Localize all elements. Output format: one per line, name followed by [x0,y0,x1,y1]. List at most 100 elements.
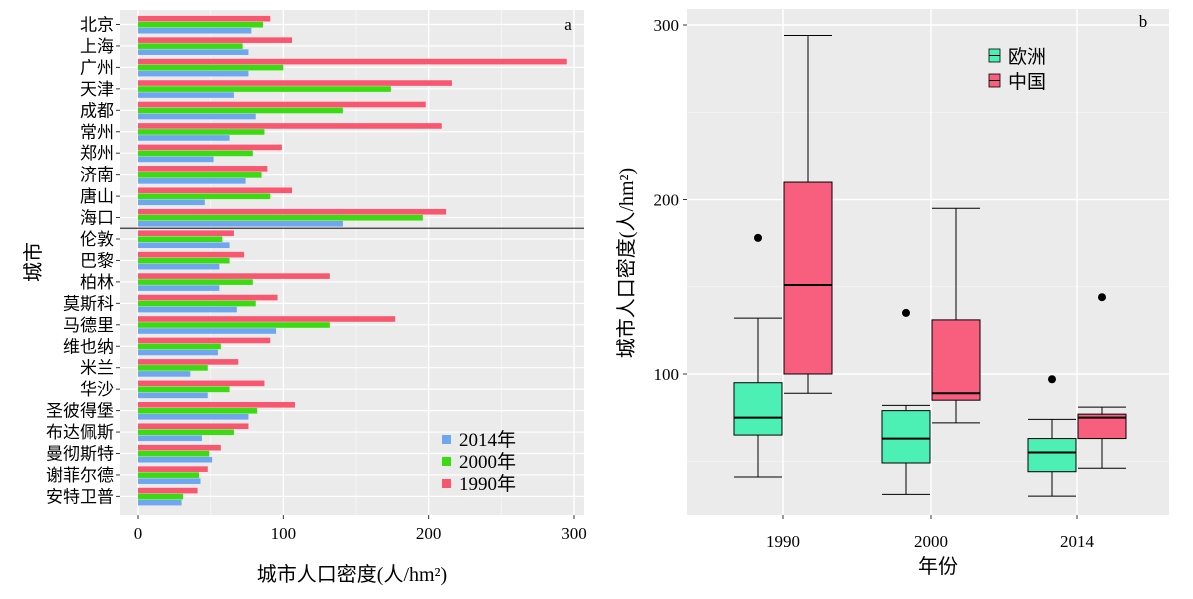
y-tick-label: 谢菲尔德 [46,466,114,485]
panel-a-x-tick-labels: 0 100 200 300 [134,515,587,543]
bar [138,343,221,350]
bar [138,220,343,227]
bar [138,101,426,108]
panel-a-x-axis-title: 城市人口密度(人/hm²) [257,563,447,586]
outlier-point [754,233,762,242]
legend-label: 欧洲 [1008,46,1046,68]
x-tick-label: 300 [561,524,587,543]
y-tick-label: 常州 [80,123,114,142]
panel-b-x-tick-labels: 1990 2000 2014 [766,515,1095,551]
y-tick-label: 伦敦 [80,230,114,249]
box [881,410,931,464]
bar [138,86,391,92]
y-tick-label: 柏林 [80,273,114,292]
bar [138,64,284,71]
bar [138,337,271,344]
bar [138,15,271,22]
bar [138,156,214,163]
bar [138,423,249,430]
y-tick-label: 马德里 [63,316,114,335]
bar [138,49,249,55]
bar [138,187,293,194]
bar [138,294,278,301]
bar [138,80,452,86]
legend-label: 中国 [1008,71,1046,93]
x-tick-label: 200 [416,524,442,543]
bar [138,257,230,264]
bar [138,499,182,506]
bar [138,435,202,442]
bar [138,328,277,334]
x-tick-label: 2000 [914,532,948,551]
panel-a-label: a [564,15,572,34]
y-tick-label: 安特卫普 [46,487,114,506]
bar [138,27,252,34]
bar [138,380,265,387]
y-tick-label: 北京 [80,16,114,35]
bar [138,208,447,215]
y-tick-label: 米兰 [80,359,114,378]
panel-a-y-tick-labels: 北京上海广州天津成都常州郑州济南唐山海口伦敦巴黎柏林莫斯科马德里维也纳米兰华沙圣… [46,16,120,506]
bar [138,166,268,172]
y-tick-label: 维也纳 [63,337,114,356]
box [733,382,783,436]
y-tick-label: 布达佩斯 [46,423,114,442]
y-tick-label: 300 [654,16,680,35]
bar [138,392,208,399]
box [931,319,981,401]
bar [138,359,239,365]
legend-label: 2014年 [459,429,516,451]
legend-swatch [442,479,451,488]
y-tick-label: 成都 [80,101,114,120]
x-tick-label: 100 [271,524,297,543]
legend-swatch [442,435,451,444]
box [1027,438,1077,473]
bar [138,230,234,236]
outlier-point [1048,375,1056,384]
panel-b-label: b [1139,12,1148,31]
bar [138,450,210,457]
y-tick-label: 巴黎 [80,251,114,270]
bar [138,251,245,258]
x-tick-label: 1990 [766,532,800,551]
bar [138,487,198,494]
bar [138,193,271,200]
panel-a-bars [138,15,567,506]
panel-b-boxplot: 100 200 300 1990 2000 2014 b 年份 城市人口密度(人/hm²… [615,9,1169,578]
y-tick-label: 曼彻斯特 [46,445,114,464]
bar [138,113,256,120]
y-tick-label: 100 [654,365,680,384]
bar [138,150,253,157]
bar [138,43,243,49]
bar [138,402,295,408]
bar [138,316,396,322]
panel-b-x-axis-title: 年份 [918,555,958,578]
bar [138,178,246,184]
y-tick-label: 郑州 [80,144,114,163]
panel-a-y-axis-title: 城市 [22,242,45,282]
x-tick-label: 0 [134,524,143,543]
bar [138,58,567,65]
bar [138,371,191,377]
bar [138,478,201,484]
bar [138,444,221,451]
bar [138,236,223,242]
y-tick-label: 广州 [80,58,114,77]
panel-a-bar-chart: 北京上海广州天津成都常州郑州济南唐山海口伦敦巴黎柏林莫斯科马德里维也纳米兰华沙圣… [22,10,587,586]
bar [138,365,208,371]
bar [138,123,442,129]
bar [138,279,253,285]
panel-b-y-tick-labels: 100 200 300 [654,16,687,384]
bar [138,242,230,248]
legend-swatch [442,457,451,466]
legend-label: 1990年 [459,473,516,495]
y-tick-label: 天津 [80,80,114,99]
bar [138,214,423,221]
bar [138,129,265,135]
y-tick-label: 海口 [80,209,114,228]
bar [138,285,220,291]
panel-b-boxes [733,34,1127,497]
bar [138,107,343,114]
bar [138,306,237,313]
